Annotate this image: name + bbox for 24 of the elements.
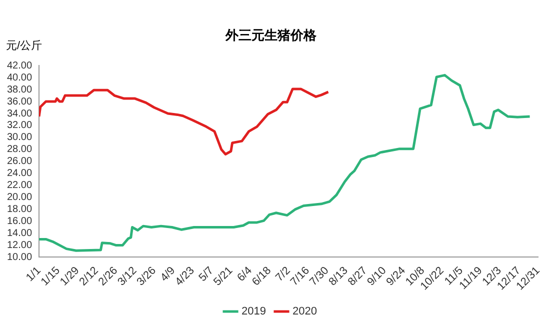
y-tick-label: 38.00 xyxy=(6,84,32,96)
y-tick-label: 24.00 xyxy=(6,168,32,180)
y-tick-label: 42.00 xyxy=(6,60,32,72)
legend-label: 2020 xyxy=(292,306,317,318)
y-tick-label: 32.00 xyxy=(6,120,32,132)
y-tick-label: 16.00 xyxy=(6,216,32,228)
legend-label: 2019 xyxy=(242,306,266,318)
y-tick-label: 22.00 xyxy=(6,180,32,192)
y-tick-label: 34.00 xyxy=(6,108,32,120)
y-tick-label: 10.00 xyxy=(6,252,32,263)
y-tick-label: 18.00 xyxy=(6,204,32,216)
y-tick-label: 14.00 xyxy=(6,228,32,239)
y-tick-label: 40.00 xyxy=(6,72,32,84)
y-tick-label: 26.00 xyxy=(6,156,32,168)
y-axis-title: 元/公斤 xyxy=(6,39,42,52)
y-tick-label: 30.00 xyxy=(6,132,32,144)
x-tick-label: 6/18 xyxy=(250,264,274,288)
y-tick-label: 36.00 xyxy=(6,96,32,108)
x-tick-label: 3/26 xyxy=(134,264,158,288)
y-tick-label: 28.00 xyxy=(6,144,32,156)
y-tick-label: 20.00 xyxy=(6,192,32,204)
x-tick-label: 5/21 xyxy=(212,264,236,288)
chart-title: 外三元生猪价格 xyxy=(224,27,318,42)
y-tick-label: 12.00 xyxy=(6,240,32,251)
